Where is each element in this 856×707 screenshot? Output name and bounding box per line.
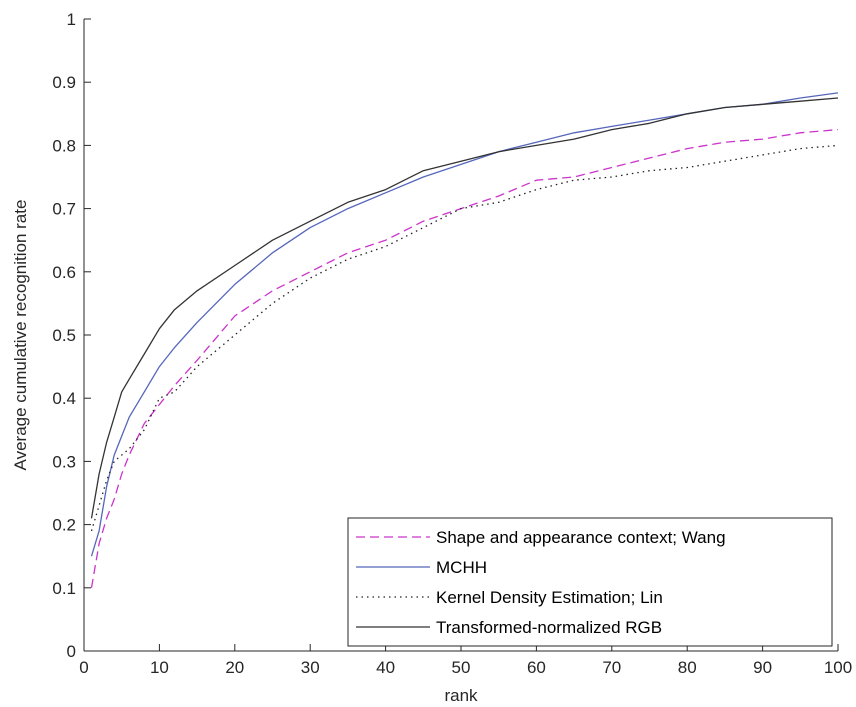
x-axis-label: rank <box>444 686 478 705</box>
series-line-2 <box>90 92 839 557</box>
x-tick-label: 10 <box>150 658 169 677</box>
y-tick-label: 0 <box>67 642 76 661</box>
legend-label-1: Shape and appearance context; Wang <box>436 528 726 547</box>
x-tick-label: 90 <box>753 658 772 677</box>
x-tick-label: 80 <box>678 658 697 677</box>
y-tick-label: 0.8 <box>52 136 76 155</box>
y-tick-label: 0.3 <box>52 452 76 471</box>
y-tick-label: 0.6 <box>52 263 76 282</box>
x-tick-label: 70 <box>602 658 621 677</box>
y-tick-label: 0.5 <box>52 326 76 345</box>
legend: Shape and appearance context; Wang MCHH Ke… <box>347 517 833 647</box>
x-tick-label: 100 <box>824 658 852 677</box>
x-tick-label: 20 <box>225 658 244 677</box>
legend-box <box>347 517 833 647</box>
y-axis-label: Average cumulative recognition rate <box>11 200 30 471</box>
series-line-4 <box>90 97 839 519</box>
x-tick-label: 0 <box>79 658 88 677</box>
y-tick-label: 0.9 <box>52 73 76 92</box>
y-tick-label: 0.1 <box>52 579 76 598</box>
axes: 0 10 20 30 40 50 60 70 80 90 100 0 0.1 0.2 0.3 0.4 0.5 0.… <box>52 10 852 677</box>
x-tick-label: 30 <box>301 658 320 677</box>
legend-label-4: Transformed-normalized RGB <box>436 618 662 637</box>
x-tick-label: 40 <box>376 658 395 677</box>
y-tick-label: 0.2 <box>52 516 76 535</box>
series-lines <box>90 92 839 588</box>
x-tick-label: 50 <box>452 658 471 677</box>
series-line-1 <box>90 128 839 588</box>
y-tick-label: 0.7 <box>52 200 76 219</box>
legend-label-3: Kernel Density Estimation; Lin <box>436 588 663 607</box>
y-tick-label: 0.4 <box>52 389 76 408</box>
series-line-3 <box>90 144 839 532</box>
x-tick-label: 60 <box>527 658 546 677</box>
legend-label-2: MCHH <box>436 558 487 577</box>
y-tick-label: 1 <box>67 10 76 29</box>
